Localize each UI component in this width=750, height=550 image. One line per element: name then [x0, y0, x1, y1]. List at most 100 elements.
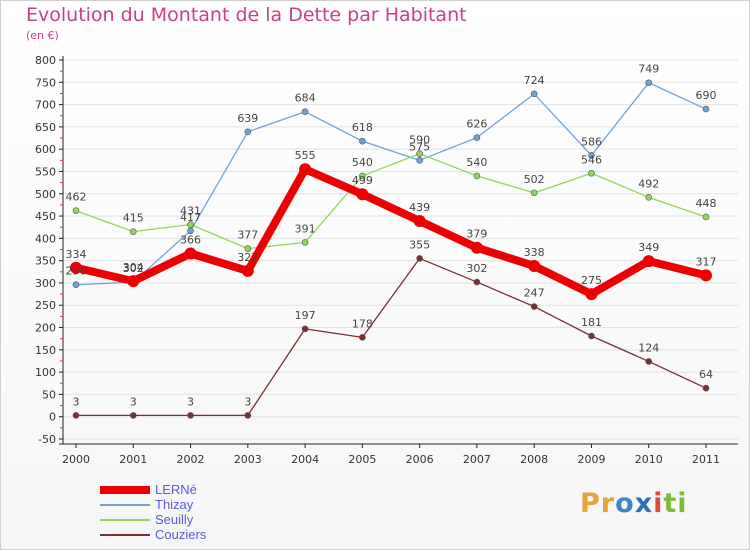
data-label-seuilly: 546: [581, 153, 602, 166]
y-tick-label: 100: [35, 366, 56, 379]
data-label-seuilly: 391: [295, 222, 316, 235]
data-point-lerné: [528, 259, 541, 272]
y-tick-label: 700: [35, 99, 56, 112]
data-label-lerné: 349: [638, 241, 659, 254]
data-label-couziers: 3: [187, 395, 194, 408]
data-point-thizay: [702, 105, 710, 113]
legend-label: Couziers: [155, 527, 207, 542]
x-tick-label: 2006: [406, 453, 434, 466]
data-point-lerné: [470, 241, 483, 254]
data-point-thizay: [72, 281, 80, 289]
data-label-thizay: 575: [409, 140, 430, 153]
legend-label: Seuilly: [155, 512, 194, 527]
x-tick-label: 2008: [520, 453, 548, 466]
logo-letter: t: [663, 488, 678, 519]
data-point-seuilly: [359, 172, 366, 180]
logo-letter: x: [634, 488, 654, 519]
data-label-couziers: 302: [466, 262, 487, 275]
y-tick-label: 650: [35, 121, 56, 134]
data-point-lerné: [299, 163, 312, 176]
series-line-couziers: [75, 257, 707, 417]
data-point-seuilly: [72, 207, 80, 215]
data-label-couziers: 247: [524, 287, 545, 300]
x-tick-label: 2001: [119, 453, 147, 466]
data-label-lerné: 317: [696, 255, 717, 268]
legend-swatch: [100, 485, 150, 494]
data-point-seuilly: [244, 245, 252, 252]
data-label-couziers: 3: [73, 395, 80, 408]
x-tick-label: 2003: [234, 453, 262, 466]
data-label-couziers: 355: [409, 238, 430, 251]
data-label-lerné: 499: [352, 174, 373, 187]
legend-item-lerné: LERNé: [100, 482, 300, 497]
data-point-seuilly: [416, 150, 423, 157]
data-point-lerné: [642, 255, 655, 268]
data-label-thizay: 417: [180, 211, 201, 224]
data-label-thizay: 724: [524, 74, 545, 87]
data-label-lerné: 327: [237, 251, 258, 264]
data-point-couziers: [359, 334, 366, 341]
chart-unit: (en €): [26, 29, 59, 42]
x-tick-label: 2007: [463, 453, 491, 466]
data-point-couziers: [129, 412, 137, 419]
data-label-couziers: 197: [295, 309, 316, 322]
data-label-couziers: 3: [244, 395, 251, 408]
data-label-seuilly: 590: [409, 134, 430, 147]
data-label-thizay: 690: [696, 89, 717, 102]
x-tick-label: 2004: [291, 453, 319, 466]
data-label-thizay: 618: [352, 121, 373, 134]
series-line-lerné: [72, 165, 710, 299]
y-tick-label: 250: [35, 299, 56, 312]
data-label-lerné: 379: [466, 228, 487, 241]
data-label-thizay: 296: [66, 265, 87, 278]
data-point-couziers: [301, 325, 309, 333]
data-point-lerné: [127, 275, 140, 288]
y-tick-label: 200: [35, 322, 56, 335]
data-point-couziers: [702, 384, 710, 392]
data-point-seuilly: [588, 169, 595, 177]
data-label-thizay: 639: [237, 112, 258, 125]
data-label-lerné: 366: [180, 234, 201, 247]
data-label-couziers: 178: [352, 317, 373, 330]
data-point-thizay: [588, 152, 595, 159]
data-point-couziers: [473, 278, 481, 286]
logo-letter: P: [580, 488, 601, 519]
data-label-seuilly: 377: [237, 229, 258, 242]
data-label-thizay: 626: [466, 118, 487, 131]
logo-letter: o: [615, 488, 635, 519]
proxiti-logo: Proxiti: [580, 488, 688, 519]
data-point-couziers: [645, 358, 653, 365]
y-tick-label: 50: [42, 388, 56, 401]
data-label-seuilly: 540: [352, 156, 373, 169]
data-label-thizay: 586: [581, 135, 602, 148]
y-tick-label: 150: [35, 344, 56, 357]
data-label-lerné: 555: [295, 149, 316, 162]
data-point-lerné: [184, 247, 197, 260]
x-tick-label: 2011: [692, 453, 720, 466]
data-label-lerné: 275: [581, 274, 602, 287]
data-point-seuilly: [187, 221, 194, 228]
data-label-couziers: 3: [130, 395, 137, 408]
data-point-couziers: [244, 412, 252, 419]
data-point-lerné: [585, 288, 598, 301]
data-label-thizay: 684: [295, 92, 316, 105]
legend-swatch: [100, 503, 150, 506]
chart-legend: LERNé Thizay Seuilly Couziers: [100, 482, 300, 542]
y-tick-label: 750: [35, 76, 56, 89]
data-label-lerné: 338: [524, 246, 545, 259]
data-point-seuilly: [473, 172, 481, 180]
data-point-seuilly: [301, 239, 309, 246]
data-label-thizay: 749: [638, 63, 659, 76]
data-label-seuilly: 462: [66, 191, 87, 204]
data-point-thizay: [530, 90, 538, 98]
y-tick-label: 550: [35, 165, 56, 178]
y-tick-label: 500: [35, 188, 56, 201]
data-point-thizay: [416, 157, 423, 164]
y-tick-label: 800: [35, 54, 56, 67]
data-point-thizay: [473, 134, 481, 141]
y-tick-label: 0: [49, 411, 56, 424]
data-label-lerné: 439: [409, 201, 430, 214]
data-point-seuilly: [530, 189, 538, 197]
y-tick-label: 300: [35, 277, 56, 290]
